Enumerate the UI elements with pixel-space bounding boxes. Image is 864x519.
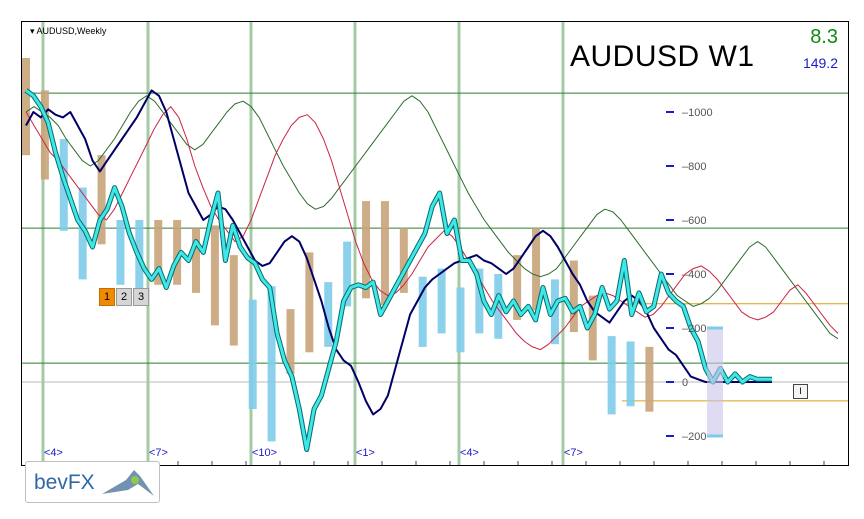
indicator-toggle-box[interactable]: I [793, 384, 808, 399]
y-tick-label-3: –400 [682, 269, 706, 281]
y-tick-label-0: –1000 [682, 107, 713, 119]
cycle-marker-1: <4> [44, 447, 63, 459]
y-tick-label-5: 0 [682, 377, 688, 389]
chart-canvas: –1000 –800 –600 –400 –200 0 –200 <4> <7> <10> <1> <… [22, 22, 848, 465]
chart-title: AUDUSD W1 [570, 40, 755, 73]
histogram-bar-24 [173, 220, 182, 285]
histogram-bar-81 [532, 228, 541, 311]
series-line-red [25, 106, 839, 351]
histogram-bar-9 [78, 187, 87, 280]
histogram-bar-3 [40, 90, 49, 180]
timeframe-button-1[interactable]: 1 [99, 288, 115, 306]
histogram-bar-33 [229, 255, 238, 346]
series-line-green_line [25, 95, 839, 340]
timeframe-button-3[interactable]: 3 [133, 288, 149, 306]
histogram-bar-66 [437, 268, 446, 334]
histogram-bar-93 [607, 336, 616, 415]
symbol-label-text: AUDUSD,Weekly [36, 26, 107, 36]
cycle-marker-3: <10> [252, 447, 277, 459]
bevfx-logo: bevFX [25, 461, 160, 503]
histogram-bar-99 [645, 346, 654, 412]
histogram-bar-63 [418, 276, 427, 347]
y-tick-label-6: –200 [682, 431, 706, 443]
histogram-bar-0 [22, 58, 30, 156]
symbol-dropdown-icon[interactable]: ▾ [30, 26, 35, 36]
chart-area: –1000 –800 –600 –400 –200 0 –200 <4> <7> <10> <1> <… [21, 21, 849, 466]
projection-band [707, 328, 723, 436]
histogram-bar-75 [494, 274, 503, 339]
logo-text: bevFX [34, 471, 95, 494]
cycle-marker-2: <7> [149, 447, 168, 459]
histogram-bar-60 [399, 228, 408, 293]
histogram-bar-15 [116, 220, 125, 285]
indicator-value-green: 8.3 [810, 26, 838, 48]
histogram-bar-96 [626, 341, 635, 407]
timeframe-buttons: 1 2 3 [99, 288, 149, 306]
y-tick-label-2: –600 [682, 215, 706, 227]
timeframe-button-2[interactable]: 2 [116, 288, 132, 306]
series-line-navy [25, 89, 772, 416]
cycle-marker-4: <1> [356, 447, 375, 459]
histogram-bar-39 [267, 286, 276, 442]
histogram-bar-51 [343, 241, 352, 307]
histogram-bar-36 [248, 299, 257, 409]
histogram-bar-30 [210, 225, 219, 326]
histogram-bar-87 [569, 260, 578, 333]
histogram-bar-45 [305, 252, 314, 353]
cycle-marker-5: <4> [460, 447, 479, 459]
histogram-bar-90 [588, 295, 597, 361]
cycle-marker-6: <7> [564, 447, 583, 459]
histogram-bar-54 [362, 201, 371, 299]
y-tick-label-4: –200 [682, 323, 706, 335]
histogram-bar-42 [286, 309, 295, 374]
histogram-bar-72 [475, 268, 484, 334]
histogram-bar-84 [550, 279, 559, 345]
bird-logo-icon [102, 470, 154, 496]
histogram-bar-57 [380, 201, 389, 306]
indicator-value-blue: 149.2 [802, 55, 838, 71]
histogram-bar-21 [154, 220, 163, 285]
histogram-bar-78 [513, 255, 522, 320]
y-tick-label-1: –800 [682, 161, 706, 173]
histogram-bar-27 [192, 228, 201, 293]
histogram-bar-12 [97, 155, 106, 245]
histogram-bar-48 [324, 282, 333, 347]
histogram-bar-69 [456, 287, 465, 353]
series-line-price [25, 89, 772, 451]
symbol-label: ▾ AUDUSD,Weekly [30, 26, 106, 37]
